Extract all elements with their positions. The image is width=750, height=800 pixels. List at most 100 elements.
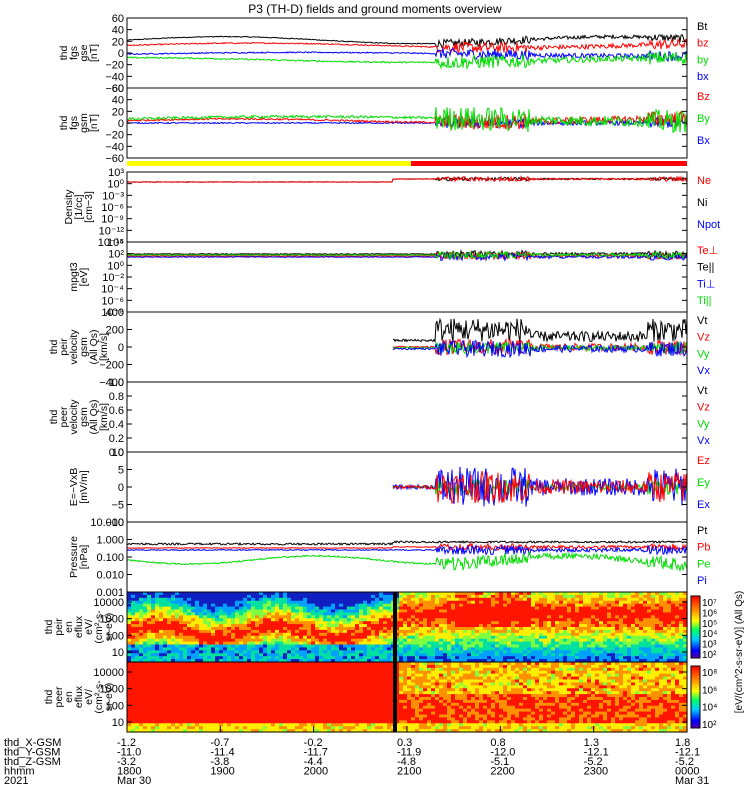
series-blue: [126, 251, 688, 262]
y-axis-label: thdpeirvelocitygsm(All Qs)[km/s]: [48, 329, 110, 365]
legend-entry: bx: [697, 71, 709, 83]
y-tick-label: 60: [112, 13, 124, 25]
legend-entry: Vy: [697, 418, 710, 430]
y-tick-label: 10: [112, 447, 124, 459]
y-tick-label: 10⁻⁸: [101, 307, 124, 319]
y-tick-label: 0.001: [96, 587, 124, 599]
y-tick-label: 10000: [93, 597, 124, 609]
y-tick-label: 20: [112, 36, 124, 48]
y-tick-label: 10⁻¹²: [99, 225, 125, 237]
panel-peir-vel: 400 200 0 −200 −400 thdpeirvelocitygsm(All Qs…: [48, 307, 710, 389]
x-tick-label: -12.1: [675, 747, 700, 759]
y-tick-label: 10³: [108, 167, 124, 179]
y-tick-label: 100: [106, 700, 124, 712]
colorbar-tick: 10⁶: [702, 608, 717, 619]
y-tick-label: −10: [105, 517, 124, 529]
legend-entry: Bx: [697, 135, 710, 147]
y-tick-label: 0.0: [109, 447, 124, 459]
y-tick-label: −400: [99, 377, 124, 389]
colorbar-tick: 10²: [702, 650, 717, 661]
y-tick-label: −40: [105, 71, 124, 83]
panel-peer-vel: 1.0 0.8 0.6 0.4 0.2 0.0 thdpeervelocitygsm(All…: [48, 377, 710, 459]
y-tick-label: −5: [111, 500, 124, 512]
series-red: [126, 37, 688, 54]
legend-entry: bz: [697, 38, 709, 50]
x-tick-label: -3.8: [210, 756, 229, 768]
y-tick-label: 0.100: [96, 552, 124, 564]
x-tick-label: -12.1: [584, 747, 609, 759]
panel-peer-spec: 10000 1000 100 10 thdpeerenefluxeV/(cm²-s-sr…: [43, 661, 688, 733]
panel-frame: [126, 381, 688, 453]
legend-entry: Te||: [697, 262, 714, 274]
status-bar: [127, 161, 687, 166]
colorbar-tick: 10⁷: [702, 598, 717, 609]
legend-entry: Vy: [697, 348, 710, 360]
y-tick-label: 5: [118, 465, 124, 477]
panel-efield: 10 5 0 −5 −10 E=−VxB[mV/m] Ez Ey Ex: [68, 447, 710, 529]
series-red: [392, 471, 688, 505]
plot-title: P3 (TH-D) fields and ground moments over…: [248, 2, 502, 16]
y-tick-label: 10.000: [90, 517, 124, 529]
colorbar-tick: 10³: [702, 640, 717, 651]
x-tick-label: -11.7: [304, 747, 328, 759]
y-tick-label: 10: [112, 647, 124, 659]
data-gap: [393, 592, 397, 662]
series-blue: [126, 543, 688, 556]
legend-entry: Pb: [697, 542, 710, 554]
x-tick-label: 0.8: [490, 737, 505, 749]
series-red: [126, 110, 688, 132]
series-green: [126, 250, 687, 260]
x-tick-label: 1.3: [584, 737, 599, 749]
y-tick-label: 100: [106, 630, 124, 642]
data-gap: [393, 662, 397, 732]
legend-entry: Ex: [697, 499, 710, 511]
x-tick-label: -11.9: [397, 747, 421, 759]
y-tick-label: 0.2: [109, 433, 124, 445]
y-tick-label: 40: [112, 25, 124, 37]
x-row-label: thd_Z-GSM: [4, 756, 61, 768]
y-axis-label: Density[1/cc][cm−3]: [63, 189, 95, 225]
y-tick-label: −20: [105, 60, 124, 72]
y-tick-label: 1000: [100, 614, 124, 626]
legend-entry: Bt: [697, 21, 707, 33]
legend-entry: by: [697, 54, 709, 66]
colorbar-tick: 10⁶: [702, 685, 717, 696]
panel-density: 10³10⁰10⁻³10⁻⁶10⁻⁹10⁻¹²10⁻¹⁵Density[1/cc…: [63, 167, 720, 249]
legend-entry: Vt: [697, 315, 707, 327]
y-tick-label: 60: [112, 83, 124, 95]
x-tick-label: -5.2: [584, 756, 603, 768]
colorbar-tick: 10⁴: [702, 703, 717, 714]
series-black: [126, 540, 688, 546]
y-tick-label: 1.000: [96, 535, 124, 547]
x-tick-label: -4.8: [397, 756, 416, 768]
y-tick-label: 10⁰: [107, 260, 124, 272]
legend-entry: Vz: [697, 402, 710, 414]
x-tick-label: -12.0: [490, 747, 515, 759]
y-tick-label: −60: [105, 83, 124, 95]
series-red: [127, 174, 688, 183]
legend-entry: Npot: [697, 219, 720, 231]
y-tick-label: 400: [106, 307, 124, 319]
panel-pressure: 10.000 1.000 0.100 0.010 0.001 Pressure[nPa] P…: [68, 517, 710, 599]
x-tick-label: -11.0: [117, 747, 141, 759]
x-tick-label: 2100: [397, 766, 421, 778]
y-tick-label: 10⁻²: [102, 272, 124, 284]
colorbar-label: [eV/(cm^2-s-sr-eV)] (All Qs): [734, 591, 745, 713]
x-tick-label: 0000: [675, 766, 699, 778]
legend-entry: Pi: [697, 575, 707, 587]
y-tick-label: 10⁻⁶: [101, 202, 124, 214]
x-tick-label: -1.2: [117, 737, 136, 749]
x-tick-label: 0.3: [397, 737, 412, 749]
legend-entry: Te⊥: [697, 245, 718, 257]
y-tick-label: 1000: [100, 684, 124, 696]
series-green: [126, 551, 688, 573]
y-tick-label: 10⁻¹⁵: [98, 237, 124, 249]
legend-entry: Ti⊥: [697, 278, 715, 290]
y-axis-label: E=−VxB[mV/m]: [68, 468, 90, 507]
y-tick-label: 0.8: [109, 391, 124, 403]
y-tick-label: 1.0: [109, 377, 124, 389]
